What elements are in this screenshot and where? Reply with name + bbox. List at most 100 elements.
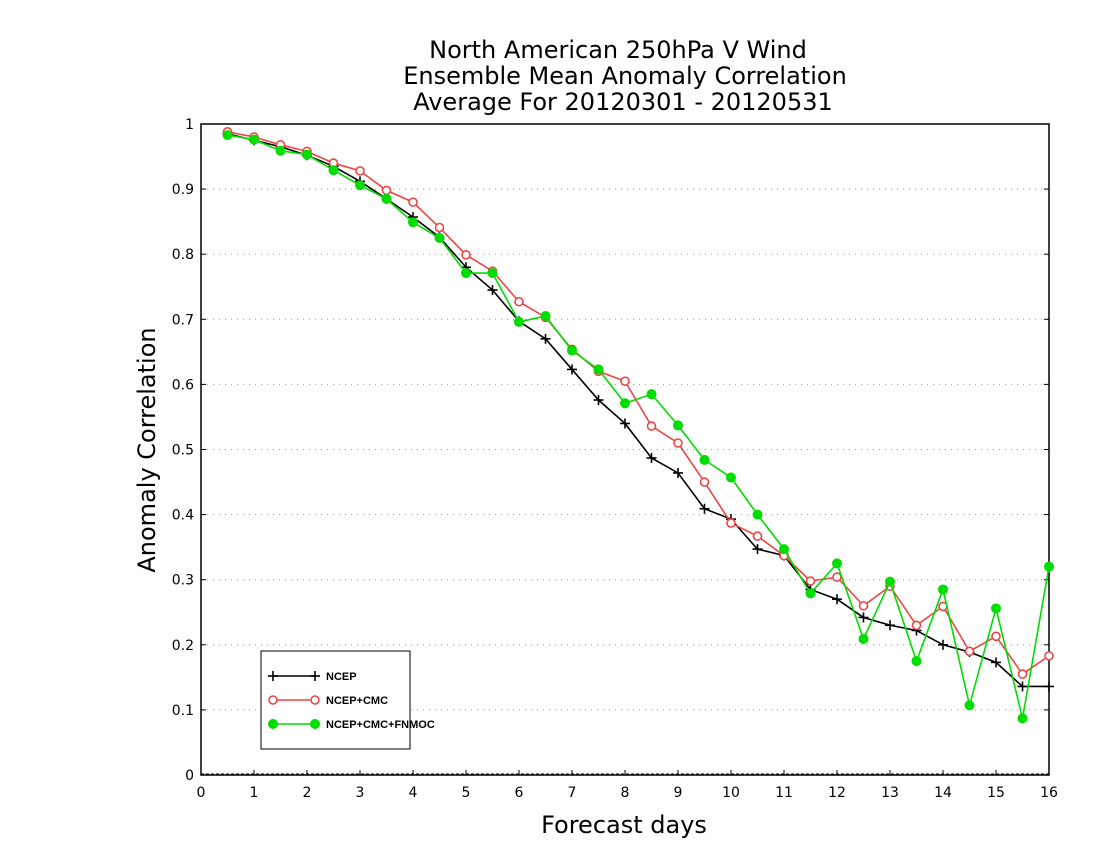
legend-marker	[268, 695, 278, 705]
data-point	[1017, 669, 1028, 679]
data-point	[991, 603, 1001, 614]
data-point	[487, 285, 498, 296]
y-tick-label: 0.8	[172, 247, 194, 263]
series-line	[227, 132, 1049, 688]
y-tick-label: 0.9	[172, 182, 194, 198]
x-tick-label: 3	[356, 785, 365, 801]
data-point	[991, 631, 1001, 642]
gridlines	[201, 188, 1049, 711]
data-point	[646, 452, 657, 463]
series-lines	[222, 127, 1054, 724]
data-point	[938, 639, 948, 650]
x-tick-label: 12	[828, 785, 846, 801]
data-point	[726, 472, 736, 483]
x-tick-label: 5	[462, 785, 471, 801]
data-point	[938, 584, 948, 595]
data-point	[646, 389, 657, 400]
series-line	[227, 134, 1050, 719]
data-point	[752, 509, 763, 520]
x-tick-label: 14	[934, 785, 952, 801]
data-point	[408, 197, 418, 207]
x-tick-label: 9	[674, 785, 683, 801]
x-tick-label: 1	[250, 785, 259, 801]
data-point	[1044, 651, 1054, 661]
data-point	[858, 600, 869, 611]
chart-title-line-1: North American 250hPa V Wind	[429, 36, 807, 64]
chart-legend: NCEP NCEP+CMC NCEP+CMC+FNMOC	[260, 650, 435, 750]
y-tick-label: 0.5	[172, 443, 194, 459]
y-axis-label: Anomaly Correlation	[133, 327, 161, 572]
x-tick-label: 6	[515, 785, 524, 801]
data-point	[620, 376, 630, 386]
data-point	[752, 531, 763, 541]
data-point	[1044, 681, 1054, 692]
series-line	[227, 131, 1050, 676]
data-point	[752, 544, 763, 555]
data-point	[805, 588, 816, 599]
y-tick-label: 0.1	[172, 703, 194, 719]
data-point	[567, 345, 577, 356]
data-point	[964, 646, 975, 657]
legend-marker	[268, 671, 278, 681]
data-point	[1017, 681, 1028, 692]
x-tick-label: 7	[568, 785, 577, 801]
data-point	[514, 316, 524, 327]
chart-title-line-2: Ensemble Mean Anomaly Correlation	[403, 62, 847, 90]
y-tick-label: 0.4	[172, 508, 194, 524]
legend-item: NCEP+CMC	[268, 695, 388, 707]
legend-marker	[310, 695, 320, 705]
y-tick-label: 0.2	[172, 638, 194, 654]
data-point	[461, 250, 471, 260]
data-point	[673, 438, 683, 448]
data-point	[911, 656, 922, 667]
legend-item: NCEP	[268, 671, 357, 683]
y-tick-label: 0.3	[172, 573, 194, 589]
data-point	[858, 612, 869, 623]
series-ncep-cmc	[222, 127, 1054, 679]
data-point	[487, 268, 498, 279]
data-point	[699, 454, 710, 465]
chart-title-line-3: Average For 20120301 - 20120531	[413, 88, 833, 116]
data-point	[593, 364, 604, 375]
y-tick-label: 0	[185, 768, 194, 784]
x-tick-label: 2	[303, 785, 312, 801]
x-tick-label: 0	[197, 785, 206, 801]
x-tick-label: 11	[775, 785, 793, 801]
data-point	[673, 420, 683, 431]
legend-marker	[310, 671, 320, 681]
series-ncep-cmc-fnmoc	[222, 130, 1054, 724]
data-point	[779, 544, 789, 555]
axis-ticks: 0 1 2 3 4 5 6 7 8 9 10 11 12 13 14 15 1600.10.20.30.40.5…	[172, 117, 1058, 801]
data-point	[646, 421, 657, 431]
data-point	[699, 477, 710, 487]
data-point	[275, 145, 286, 156]
data-point	[434, 232, 445, 243]
data-point	[593, 395, 604, 406]
data-point	[991, 657, 1001, 668]
y-tick-label: 1	[185, 117, 194, 133]
x-tick-label: 13	[881, 785, 899, 801]
data-point	[302, 149, 312, 160]
legend-item: NCEP+CMC+FNMOC	[268, 719, 435, 731]
y-tick-label: 0.7	[172, 312, 194, 328]
legend-marker	[268, 719, 278, 729]
data-point	[381, 193, 392, 204]
legend-label: NCEP+CMC+FNMOC	[326, 719, 435, 731]
data-point	[328, 165, 339, 176]
data-point	[408, 217, 418, 228]
data-point	[699, 503, 710, 514]
legend-label: NCEP+CMC	[326, 695, 388, 707]
y-tick-label: 0.6	[172, 377, 194, 393]
data-point	[540, 333, 551, 344]
data-point	[355, 166, 365, 176]
data-point	[1044, 561, 1054, 572]
data-point	[885, 620, 895, 631]
legend-label: NCEP	[326, 671, 357, 683]
data-point	[355, 180, 365, 191]
data-point	[805, 576, 816, 586]
data-point	[858, 633, 869, 644]
data-point	[540, 311, 551, 322]
data-point	[434, 222, 445, 233]
x-tick-label: 8	[621, 785, 630, 801]
